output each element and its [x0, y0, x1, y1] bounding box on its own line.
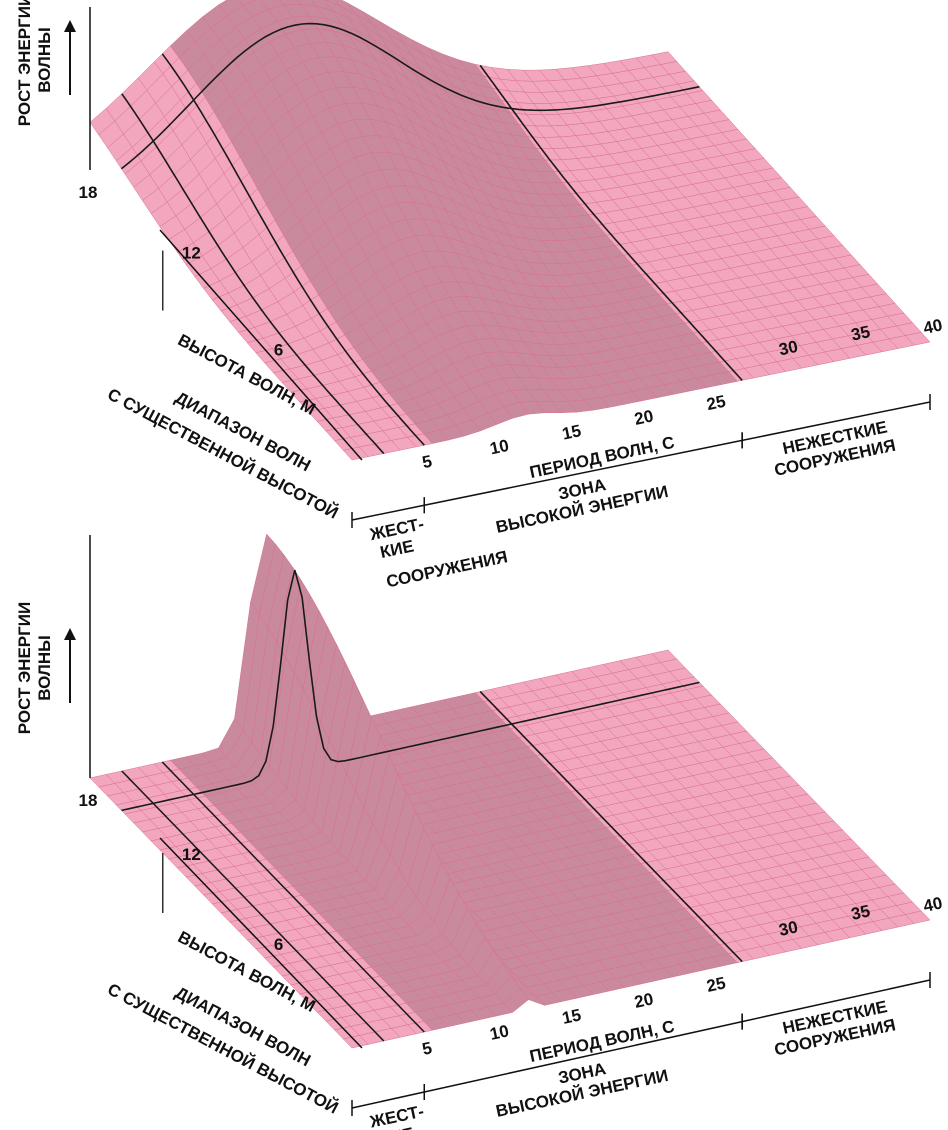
period-tick-label: 10	[488, 436, 510, 459]
energy-arrow-head	[64, 628, 76, 640]
period-tick-label: 20	[633, 406, 655, 429]
energy-axis-label-line1: РОСТ ЭНЕРГИИ	[15, 0, 34, 126]
energy-axis-label: РОСТ ЭНЕРГИИ ВОЛНЫ	[15, 602, 54, 734]
period-tick-label: 35	[849, 901, 871, 924]
height-profile-line	[120, 22, 700, 170]
zone-label: ЖЕСТ-	[367, 1102, 425, 1130]
period-tick-label: 15	[560, 1005, 582, 1028]
zone-boundary-line	[161, 761, 425, 1033]
zone-bracket-3	[742, 401, 931, 442]
period-tick-label: 40	[922, 315, 944, 338]
zone-boundary-line	[479, 691, 743, 963]
period-tick-label: 5	[421, 452, 434, 473]
zone-boundary-line	[479, 64, 743, 381]
range-bracket	[159, 837, 363, 1049]
surface-mesh	[89, 533, 931, 1049]
surface-mesh	[89, 0, 931, 461]
period-tick-label: 10	[488, 1021, 510, 1044]
height-profile-line	[121, 569, 700, 812]
period-tick-label: 25	[705, 973, 727, 996]
energy-arrow-head	[64, 20, 76, 32]
energy-axis-label-line2: ВОЛНЫ	[35, 635, 54, 701]
zone-bracket-2	[424, 439, 743, 506]
period-tick-label: 15	[560, 421, 582, 444]
zone-bracket-1	[351, 1091, 425, 1109]
energy-axis-label-line2: ВОЛНЫ	[35, 27, 54, 93]
range-bracket	[159, 229, 363, 461]
zone-boundary-line	[121, 770, 385, 1042]
period-tick-label: 30	[777, 337, 799, 360]
zone-bracket-2	[424, 1020, 743, 1093]
period-tick-label: 40	[922, 893, 944, 916]
period-tick-label: 20	[633, 989, 655, 1012]
height-tick-label: 6	[274, 340, 283, 359]
zone-boundary-line	[121, 93, 385, 455]
zone-label: КИЕ	[378, 1124, 415, 1130]
zone-boundary-line	[161, 53, 425, 446]
height-tick-label: 6	[274, 935, 283, 954]
energy-axis-label: РОСТ ЭНЕРГИИ ВОЛНЫ	[15, 0, 54, 126]
height-tick-label: 18	[79, 791, 98, 810]
height-tick-label: 12	[182, 845, 201, 864]
zone-bracket-1	[351, 504, 425, 521]
energy-axis-label-line1: РОСТ ЭНЕРГИИ	[15, 602, 34, 734]
period-tick-label: 30	[777, 917, 799, 940]
zone-bracket-3	[741, 979, 931, 1023]
height-tick-label: 12	[182, 244, 201, 263]
period-tick-label: 25	[705, 392, 727, 415]
period-tick-label: 5	[421, 1038, 434, 1059]
period-tick-label: 35	[849, 322, 871, 345]
height-tick-label: 18	[79, 183, 98, 202]
